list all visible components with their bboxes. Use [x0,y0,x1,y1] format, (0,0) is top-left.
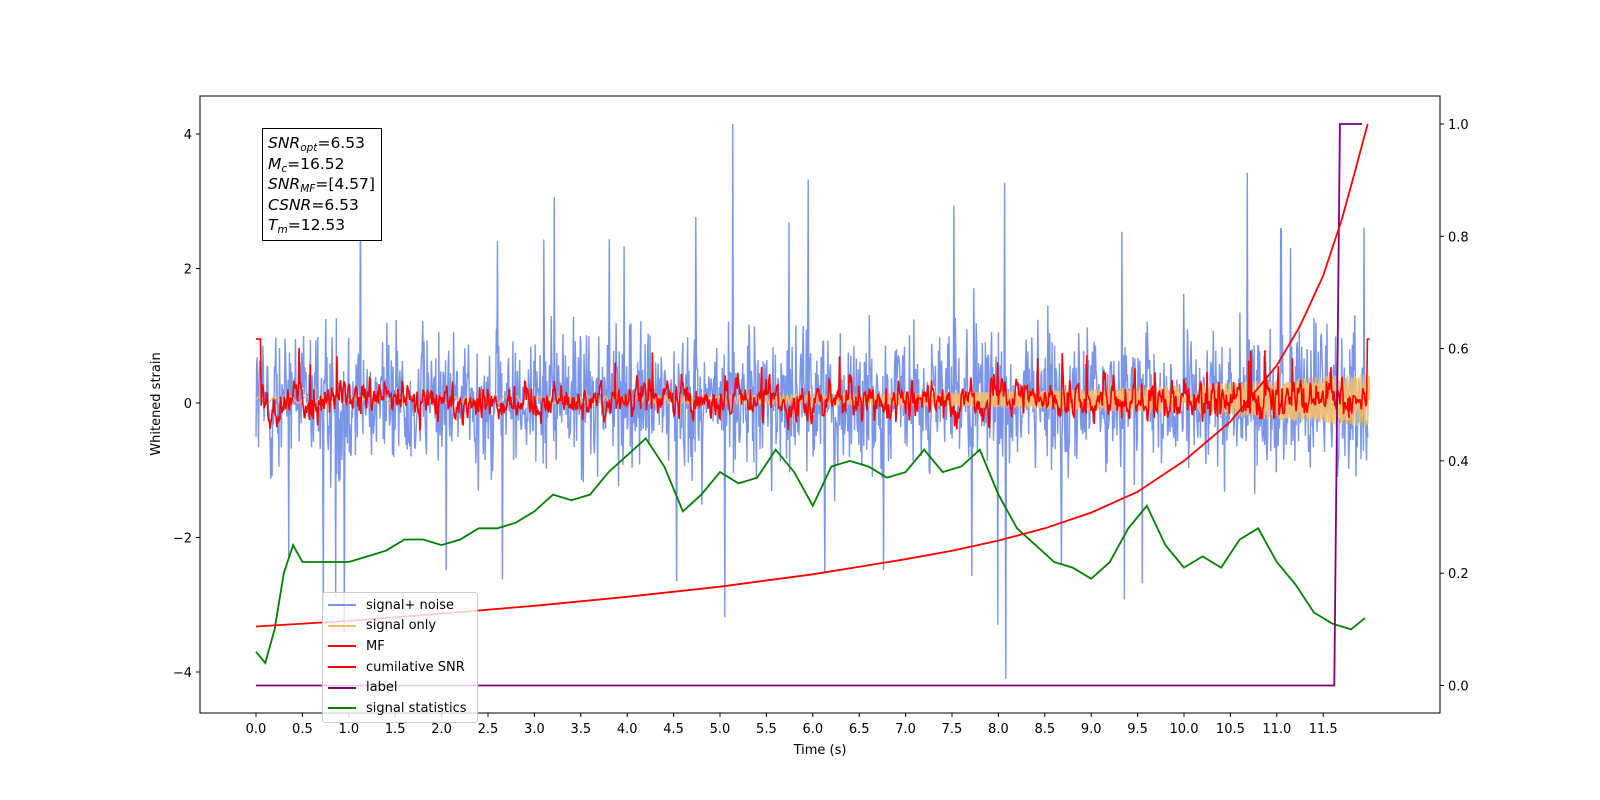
y-axis-left: 4 2 0 −2 −4 [173,128,200,681]
x-tick-label: 0.0 [246,722,267,737]
x-tick-label: 8.0 [988,722,1009,737]
x-tick-label: 10.5 [1216,722,1245,737]
legend-item: signal+ noise [323,595,477,616]
x-tick-label: 5.0 [710,722,731,737]
legend-swatch [328,624,356,627]
mc-row: Mc=16.52 [268,154,345,175]
legend-label: signal+ noise [366,597,455,613]
x-tick-label: 5.5 [756,722,777,737]
legend-label: label [366,680,398,696]
series-label [256,123,1363,687]
series-cumulative-snr [255,123,1369,628]
x-axis-label: Time (s) [793,743,847,758]
y-tick-label-right: 0.8 [1448,230,1469,245]
series-signal-statistics [255,437,1366,665]
snr-mf-row: SNRMF=[4.57] [268,175,375,195]
x-tick-label: 9.5 [1127,722,1148,737]
legend-item: MF [323,636,477,657]
tm-row: Tm=12.53 [268,216,346,236]
csnr-value: 6.53 [324,195,359,214]
x-tick-label: 6.0 [802,722,823,737]
legend-item: cumilative SNR [323,657,477,678]
y-tick-label-right: 0.4 [1448,455,1469,470]
y-tick-label-left: −4 [173,666,192,681]
legend-label: cumilative SNR [366,659,465,675]
legend: signal+ noise signal only MF cumilative SNR… [322,592,478,723]
x-tick-label: 2.5 [478,722,499,737]
x-tick-label: 11.0 [1262,722,1291,737]
x-tick-label: 3.0 [524,722,545,737]
y-tick-label-right: 0.0 [1448,680,1469,695]
y-tick-label-right: 0.6 [1448,343,1469,358]
snr-mf-value: [4.57] [328,175,375,193]
y-axis-right: 1.0 0.8 0.6 0.4 0.2 0.0 [1440,118,1469,695]
x-tick-label: 10.0 [1170,722,1199,737]
x-tick-label: 11.5 [1309,722,1338,737]
x-tick-label: 3.5 [570,722,591,737]
x-axis: 0.0 0.5 1.0 1.5 2.0 2.5 3.0 3.5 4.0 4.5 5.0 5.5 6.0 6… [246,713,1338,737]
y-tick-label-left: 2 [184,263,192,278]
mc-value: 16.52 [300,154,345,173]
x-tick-label: 9.0 [1081,722,1102,737]
legend-swatch [328,666,356,669]
csnr-row: CSNR=6.53 [268,195,359,214]
y-tick-label-left: −2 [173,532,192,547]
x-tick-label: 1.0 [338,722,359,737]
chart-curves [255,123,1371,687]
x-tick-label: 0.5 [292,722,313,737]
legend-swatch [328,707,356,710]
x-tick-label: 7.5 [942,722,963,737]
legend-label: signal only [366,618,437,634]
legend-swatch [328,645,356,648]
legend-label: MF [366,638,385,654]
tm-value: 12.53 [300,216,346,234]
legend-swatch [328,686,356,689]
y-tick-label-right: 0.2 [1448,567,1469,582]
plot-frame [199,95,1441,714]
x-tick-label: 2.0 [431,722,452,737]
series-signal-noise [255,123,1369,679]
y-axis-label: Whitened strain [149,352,164,455]
legend-item: signal only [323,616,477,637]
y-tick-label-left: 4 [184,128,192,143]
legend-swatch [328,604,356,607]
x-tick-label: 7.0 [895,722,916,737]
snr-info-box: SNRopt=6.53 Mc=16.52 SNRMF=[4.57] CSNR=6… [262,128,382,241]
legend-item: label [323,677,477,698]
x-tick-label: 1.5 [385,722,406,737]
y-tick-label-left: 0 [184,397,192,412]
snr-opt-row: SNRopt=6.53 [268,134,365,154]
legend-label: signal statistics [366,700,467,716]
x-tick-label: 4.5 [663,722,684,737]
x-tick-label: 4.0 [617,722,638,737]
snr-opt-value: 6.53 [330,134,365,152]
series-mf [256,338,1370,431]
y-tick-label-right: 1.0 [1448,118,1469,133]
legend-item: signal statistics [323,698,477,719]
x-tick-label: 6.5 [849,722,870,737]
x-tick-label: 8.5 [1034,722,1055,737]
